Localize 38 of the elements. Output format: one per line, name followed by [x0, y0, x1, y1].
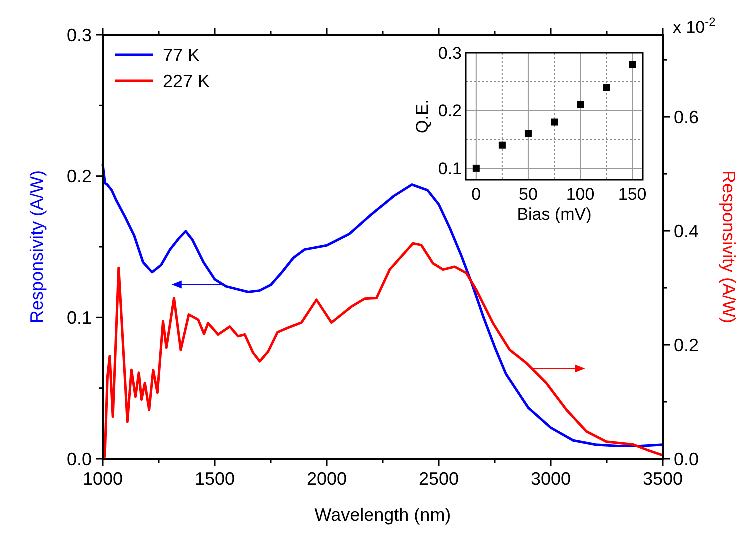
legend-label: 77 K [163, 45, 200, 66]
point [498, 142, 506, 149]
y2-tick-label: 0.0 [674, 449, 700, 470]
x-tick-label: 1000 [82, 469, 124, 489]
line-series [102, 164, 664, 448]
line-series [102, 242, 663, 460]
y-tick-label: 0.0 [66, 449, 92, 470]
x-tick-label: 0 [472, 185, 482, 204]
x-tick-label: 1500 [194, 469, 236, 489]
y2-tick-label: 0.2 [674, 335, 700, 356]
x-tick-label: 100 [566, 185, 595, 204]
point [472, 164, 480, 172]
y-tick-label: 0.1 [66, 308, 92, 328]
point [551, 118, 558, 126]
y-tick-label: 0.3 [438, 44, 462, 63]
legend-label: 227 K [163, 71, 210, 92]
point [577, 101, 584, 108]
point [629, 61, 636, 68]
y-tick-label: 0.3 [66, 25, 92, 46]
x-tick-label: 150 [618, 185, 647, 204]
y-tick-label: 0.2 [438, 102, 462, 121]
y-tick-label: 0.1 [438, 159, 462, 178]
y-tick-label: 0.2 [66, 166, 92, 187]
y2-tick-label: 0.4 [674, 221, 700, 242]
x-tick-label: 3000 [530, 469, 572, 489]
x-tick-label: 2000 [306, 469, 348, 489]
point [524, 130, 532, 138]
x-tick-label: 3500 [642, 469, 684, 489]
point [603, 84, 610, 92]
x-axis-title: Wavelength (nm) [314, 505, 452, 525]
x-axis-title: Bias (mV) [517, 205, 592, 224]
text: x 10$^{-2}$ [673, 15, 716, 37]
x-tick-label: 2500 [418, 469, 460, 489]
y2-axis-title: Responsivity (A/W) [719, 170, 739, 324]
x-tick-label: 50 [519, 185, 538, 204]
y-axis-title: Responsivity (A/W) [27, 170, 47, 324]
y2-tick-label: 0.6 [674, 107, 700, 128]
y-axis-title: Q.E. [413, 99, 432, 134]
